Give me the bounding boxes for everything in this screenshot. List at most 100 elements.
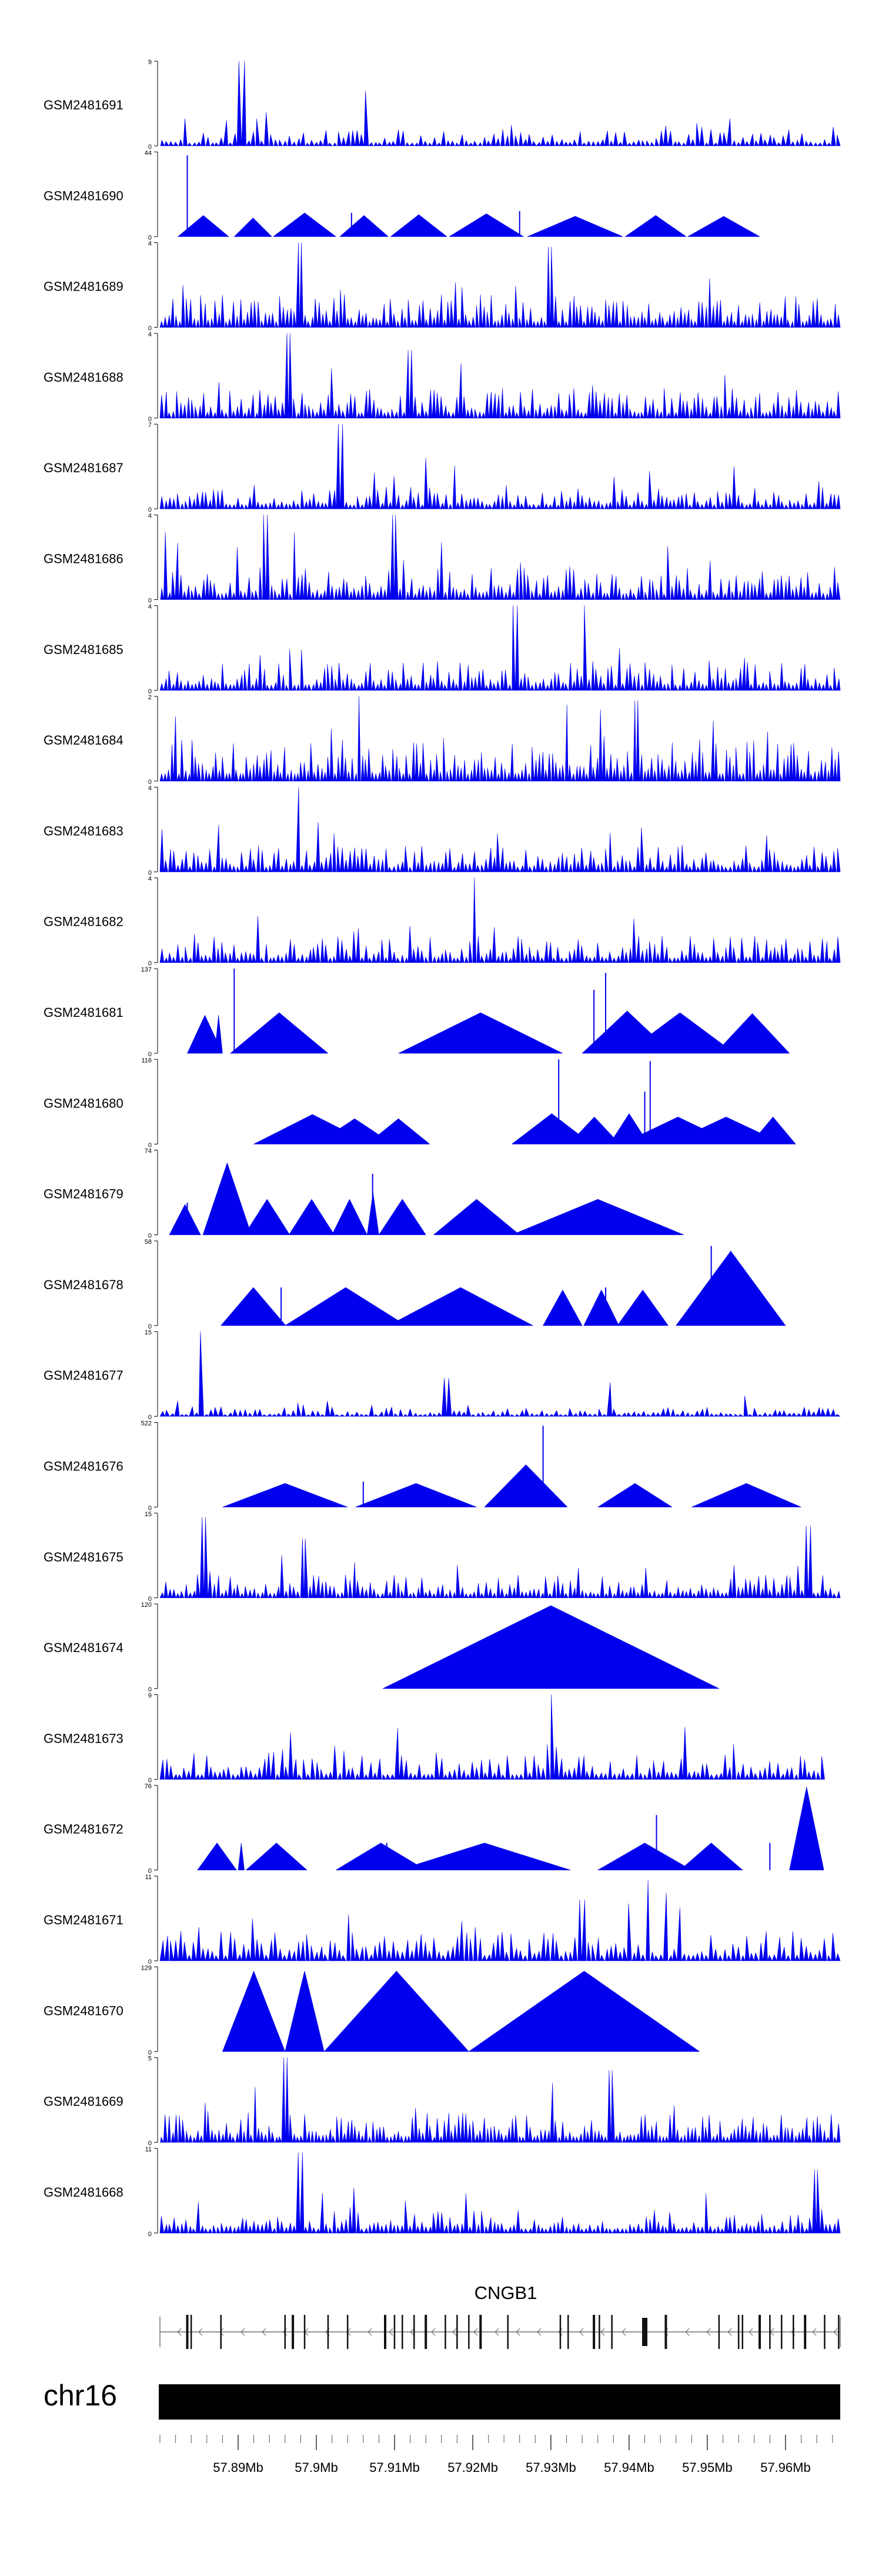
track-label: GSM2481679 [44, 1187, 123, 1202]
coverage-area [169, 1162, 684, 1235]
exon [759, 2315, 761, 2349]
track-label: GSM2481691 [44, 98, 123, 112]
coverage-area [382, 1605, 720, 1689]
strand-arrow [240, 2328, 245, 2336]
y-axis-max-label: 116 [141, 1057, 152, 1064]
exon [838, 2315, 840, 2349]
exon [284, 2315, 286, 2349]
track-label: GSM2481687 [44, 461, 123, 475]
coverage-area [159, 787, 841, 872]
y-axis-min-label: 0 [148, 1505, 152, 1512]
exon [384, 2315, 386, 2349]
axis-tick-label: 57.95Mb [682, 2460, 733, 2475]
y-axis-max-label: 522 [141, 1420, 152, 1427]
y-axis-min-label: 0 [148, 1051, 152, 1058]
strand-arrow [452, 2328, 457, 2336]
coverage-area [197, 1787, 824, 1870]
exon [593, 2315, 596, 2349]
track-GSM2481679: GSM2481679 74 0 [44, 1148, 684, 1240]
coverage-area [222, 1464, 801, 1507]
y-axis-max-label: 9 [148, 59, 152, 66]
y-axis-min-label: 0 [148, 960, 152, 967]
y-axis-max-label: 4 [148, 241, 152, 248]
track-label: GSM2481677 [44, 1368, 123, 1383]
coverage-area [159, 1517, 841, 1599]
coverage-area [159, 423, 841, 509]
track-GSM2481669: GSM2481669 5 0 [44, 2056, 841, 2147]
genome-axis: 57.89Mb 57.9Mb 57.91Mb 57.92Mb 57.93Mb 57.94M… [159, 2435, 833, 2475]
y-axis-max-label: 9 [148, 1692, 152, 1699]
y-axis-min-label: 0 [148, 2140, 152, 2147]
y-axis-min-label: 0 [148, 2049, 152, 2056]
exon [664, 2315, 667, 2349]
y-axis-min-label: 0 [148, 416, 152, 423]
track-label: GSM2481669 [44, 2094, 123, 2109]
strand-arrow [177, 2328, 182, 2336]
track-GSM2481682: GSM2481682 4 0 [44, 876, 841, 967]
y-axis-max-label: 129 [141, 1964, 152, 1971]
coverage-area [159, 605, 841, 691]
coverage-area [222, 1971, 700, 2052]
track-GSM2481686: GSM2481686 4 0 [44, 513, 841, 605]
exon [567, 2315, 569, 2349]
track-GSM2481684: GSM2481684 2 0 [44, 694, 841, 786]
strand-arrow [685, 2328, 690, 2336]
coverage-area [220, 1250, 786, 1326]
track-label: GSM2481674 [44, 1640, 123, 1655]
y-axis-min-label: 0 [148, 1142, 152, 1149]
strand-arrow [389, 2328, 393, 2336]
exon [479, 2315, 482, 2349]
y-axis-min-label: 0 [148, 869, 152, 876]
chromosome-bar [159, 2384, 840, 2420]
track-GSM2481681: GSM2481681 137 0 [44, 966, 790, 1058]
exon [769, 2315, 771, 2349]
y-axis-min-label: 0 [148, 1686, 152, 1693]
exon [303, 2315, 306, 2349]
strand-arrow [812, 2328, 817, 2336]
y-axis-min-label: 0 [148, 1868, 152, 1875]
coverage-area [159, 877, 841, 963]
track-GSM2481674: GSM2481674 120 0 [44, 1601, 720, 1693]
exon [402, 2315, 403, 2349]
track-GSM2481690: GSM2481690 44 0 [44, 149, 760, 241]
coverage-area [159, 2057, 841, 2143]
exon [456, 2315, 458, 2349]
track-label: GSM2481668 [44, 2185, 123, 2200]
exon [393, 2315, 396, 2349]
track-GSM2481671: GSM2481671 11 0 [44, 1874, 841, 1966]
y-axis-max-label: 4 [148, 331, 152, 338]
axis-tick-label: 57.92Mb [447, 2460, 498, 2475]
strand-arrow [579, 2328, 584, 2336]
y-axis-min-label: 0 [148, 1323, 152, 1330]
exon [425, 2315, 427, 2349]
coverage-area [178, 212, 760, 237]
strand-arrow [622, 2328, 626, 2336]
axis-tick-label: 57.91Mb [369, 2460, 420, 2475]
chromosome-track: chr16 [44, 2379, 840, 2420]
exon [327, 2315, 329, 2349]
track-GSM2481689: GSM2481689 4 0 [44, 241, 841, 332]
exon [507, 2315, 509, 2349]
strand-arrow [727, 2328, 732, 2336]
track-GSM2481685: GSM2481685 4 0 [44, 603, 841, 695]
y-axis-max-label: 44 [145, 149, 152, 156]
track-GSM2481691: GSM2481691 9 0 [44, 59, 841, 151]
track-label: GSM2481671 [44, 1913, 123, 1927]
y-axis-min-label: 0 [148, 1958, 152, 1966]
track-label: GSM2481682 [44, 915, 123, 929]
strand-arrow [537, 2328, 542, 2336]
y-axis-max-label: 4 [148, 513, 152, 520]
coverage-area [159, 515, 841, 600]
y-axis-min-label: 0 [148, 325, 152, 332]
strand-arrow [473, 2328, 478, 2336]
axis-tick-label: 57.89Mb [213, 2460, 263, 2475]
strand-arrow [706, 2328, 711, 2336]
track-label: GSM2481683 [44, 823, 123, 838]
y-axis-min-label: 0 [148, 144, 152, 151]
axis-tick-label: 57.9Mb [295, 2460, 338, 2475]
track-label: GSM2481672 [44, 1822, 123, 1837]
sample-tracks: GSM248169190GSM2481690440GSM248168940GSM… [44, 59, 841, 2238]
exon [642, 2318, 647, 2346]
strand-arrow [833, 2328, 838, 2336]
